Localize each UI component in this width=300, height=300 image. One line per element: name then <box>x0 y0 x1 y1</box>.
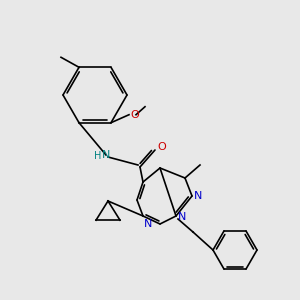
Text: O: O <box>130 110 139 120</box>
Text: O: O <box>157 142 166 152</box>
Text: N: N <box>144 219 152 229</box>
Text: N: N <box>102 150 110 160</box>
Text: N: N <box>178 212 186 222</box>
Text: H: H <box>94 151 102 161</box>
Text: N: N <box>194 191 202 201</box>
